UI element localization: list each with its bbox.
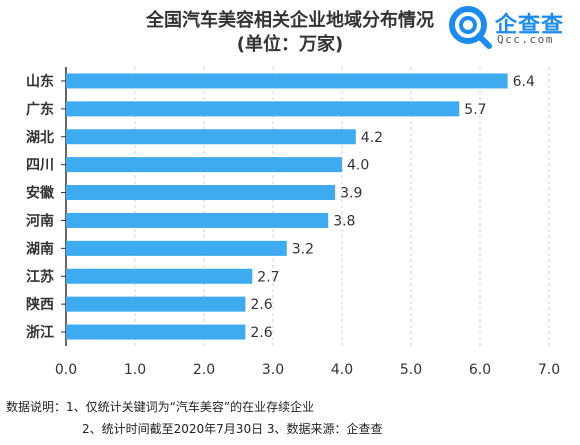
qcc-magnifier-logo-icon [449,6,492,49]
brand-name: 企查查 [495,13,565,38]
bar [66,212,329,228]
category-label: 湖北 [26,130,54,146]
data-label: 2.6 [250,297,272,313]
data-label: 5.7 [464,102,486,118]
category-label: 陕西 [26,296,54,313]
x-tick-label: 6.0 [469,362,491,378]
chart-subtitle: (单位：万家) [236,34,344,55]
bar [66,324,246,340]
data-note-2: 2、统计时间截至2020年7月30日 3、数据来源：企查查 [82,422,383,436]
data-note-1: 数据说明：1、仅统计关键词为“汽车美容”的在业存续企业 [6,400,315,414]
brand-domain: Qcc.com [497,33,554,46]
brand-logo: 企查查 Qcc.com [447,4,575,50]
bar [66,101,460,117]
category-label: 浙江 [26,324,54,341]
bar [66,157,342,173]
category-label: 四川 [26,158,54,174]
category-label: 江苏 [26,268,54,285]
bar [66,296,246,312]
x-tick-label: 4.0 [331,362,353,378]
category-label: 广东 [26,101,54,118]
data-label: 3.8 [333,213,355,229]
category-label: 山东 [26,73,54,90]
bar [66,129,356,145]
data-label: 3.9 [340,186,362,202]
data-label: 3.2 [292,241,314,257]
data-label: 4.0 [347,158,369,174]
bar [66,268,253,284]
bar [66,185,336,201]
bar [66,240,287,256]
x-tick-label: 0.0 [55,362,77,378]
x-tick-label: 2.0 [193,362,215,378]
data-label: 6.4 [513,74,535,90]
x-tick-label: 3.0 [262,362,284,378]
x-tick-label: 7.0 [538,362,560,378]
data-label: 2.7 [257,269,279,285]
category-label: 河南 [26,212,54,229]
x-tick-label: 1.0 [124,362,146,378]
category-label: 安徽 [26,185,55,202]
chart-title: 全国汽车美容相关企业地域分布情况 [146,10,434,31]
data-label: 4.2 [361,130,383,146]
bar [66,73,508,89]
x-tick-label: 5.0 [400,362,422,378]
category-label: 湖南 [26,240,54,257]
data-label: 2.6 [250,325,272,341]
